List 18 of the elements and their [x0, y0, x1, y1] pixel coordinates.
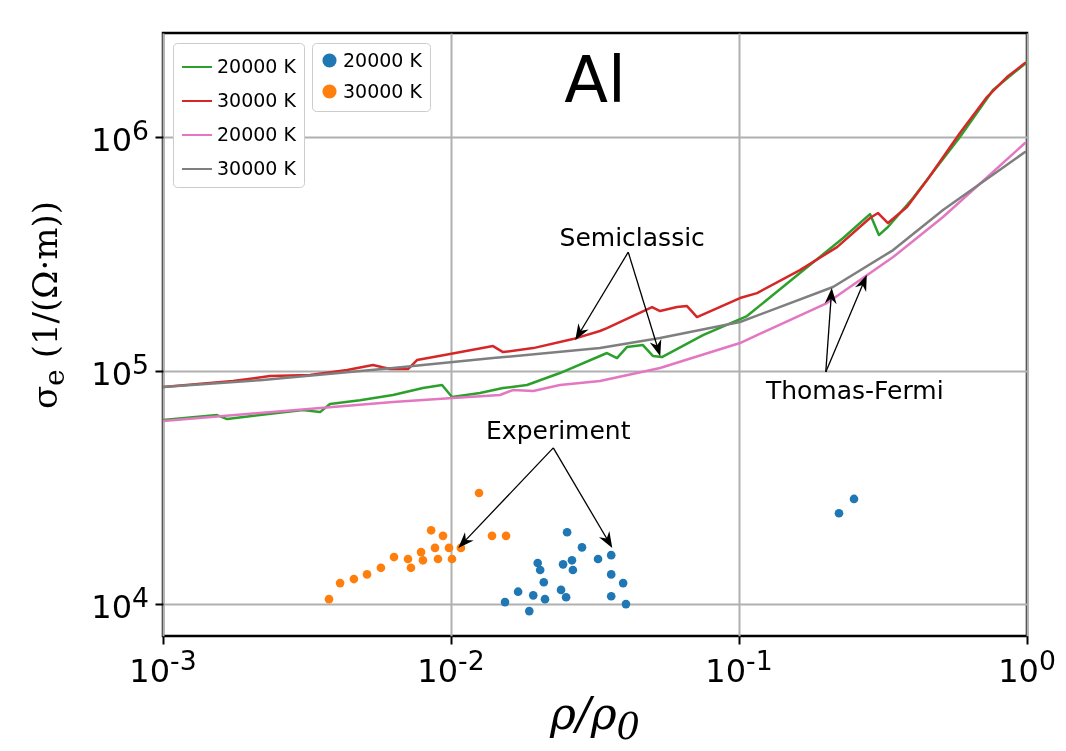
annotation: Semiclassic [557, 222, 707, 252]
y-tick-label: 10$^{4}$ [91, 581, 149, 627]
x-tick-label: 10$^{-2}$ [417, 645, 485, 690]
legend-label: 20000 K [217, 123, 297, 145]
y-tick-label: 10$^{5}$ [91, 348, 149, 393]
x-tick-label: 10$^{-1}$ [705, 645, 773, 690]
x-tick-label: 10$^{-3}$ [129, 645, 197, 690]
legend-label: 30000 K [217, 157, 297, 179]
legend-label: 20000 K [217, 55, 297, 77]
chart-title: Al [564, 43, 626, 117]
annotation: Thomas-Fermi [763, 375, 946, 405]
legend-label: 30000 K [217, 89, 297, 111]
y-tick-label: 10$^{6}$ [91, 114, 149, 160]
x-tick-label: 10$^{0}$ [998, 645, 1056, 690]
legend-label: 30000 K [343, 79, 423, 102]
legend-label: 20000 K [343, 48, 423, 71]
x-axis-title: ρ/ρ$_{0}$ [550, 688, 640, 748]
annotation: Experiment [484, 415, 633, 445]
